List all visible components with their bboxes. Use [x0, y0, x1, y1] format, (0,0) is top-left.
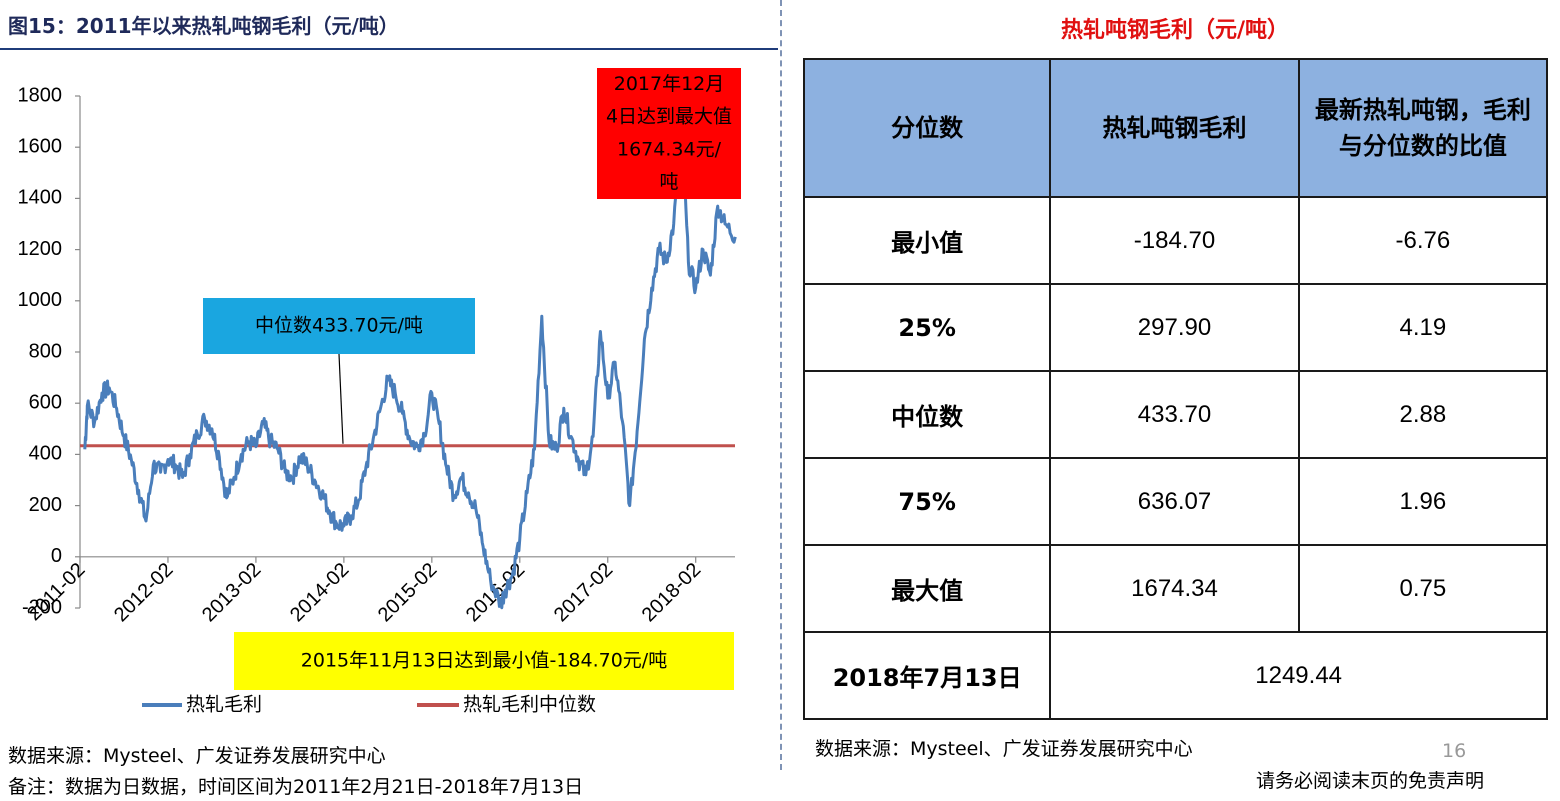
- median-annotation-bg: [203, 298, 475, 354]
- y-tick-label: 1600: [18, 135, 63, 157]
- table-row: 75% 636.07 1.96: [802, 457, 1549, 546]
- row-label: 最大值: [802, 544, 1052, 633]
- x-tick-label: 2015-02: [374, 559, 441, 626]
- x-tick-label: 2014-02: [286, 559, 353, 626]
- latest-date: 2018年7月13日: [802, 631, 1052, 720]
- max-annotation-text: 1674.34元/: [617, 138, 722, 160]
- max-annotation: 2017年12月 4日达到最大值 1674.34元/吨: [597, 68, 741, 199]
- x-axis: 2011-02 2012-02 2013-02 2014-02 2015-02 2016-…: [23, 556, 735, 626]
- legend: 热轧毛利 热轧毛利中位数: [142, 694, 596, 716]
- x-tick-label: 2013-02: [198, 559, 265, 626]
- y-axis: 1800 1600 1400 1200 1000 800 600 400 200 0 -200: [18, 84, 81, 618]
- left-note: 备注：数据为日数据，时间区间为2011年2月21日-2018年7月13日: [8, 776, 584, 798]
- row-ratio: 1.96: [1297, 457, 1549, 546]
- line-chart: 1800 1600 1400 1200 1000 800 600 400 200 0 -200 20…: [18, 68, 741, 716]
- row-label: 最小值: [802, 196, 1052, 285]
- header-ratio: 最新热轧吨钢，毛利与分位数的比值: [1297, 58, 1549, 198]
- table-row: 最大值 1674.34 0.75: [802, 544, 1549, 633]
- figure-title: 图15：2011年以来热轧吨钢毛利（元/吨）: [8, 14, 399, 38]
- row-margin: 1674.34: [1049, 544, 1300, 633]
- row-margin: 433.70: [1049, 370, 1300, 459]
- y-tick-label: 600: [29, 391, 62, 413]
- y-tick-label: 200: [29, 494, 62, 516]
- row-ratio: 2.88: [1297, 370, 1549, 459]
- quantile-table: 分位数 热轧吨钢毛利 最新热轧吨钢，毛利与分位数的比值 最小值 -184.70 …: [802, 58, 1549, 720]
- right-source: 数据来源：Mysteel、广发证券发展研究中心: [815, 738, 1193, 760]
- median-annotation-text: 中位数433.70元/吨: [255, 315, 423, 337]
- left-source: 数据来源：Mysteel、广发证券发展研究中心: [8, 745, 386, 767]
- min-annotation-bg: [234, 632, 734, 690]
- y-tick-label: 1200: [18, 238, 63, 260]
- table-row: 最小值 -184.70 -6.76: [802, 196, 1549, 285]
- row-ratio: 4.19: [1297, 283, 1549, 372]
- panel-divider: [780, 0, 782, 770]
- y-tick-label: 400: [29, 443, 62, 465]
- y-tick-label: 800: [29, 340, 62, 362]
- min-annotation: 2015年11月13日达到最小值-184.70元/吨: [234, 632, 734, 690]
- row-label: 中位数: [802, 370, 1052, 459]
- x-tick-label: 2017-02: [550, 559, 617, 626]
- legend-label-margin: 热轧毛利: [186, 694, 262, 716]
- y-tick-label: 1800: [18, 84, 63, 106]
- table-title: 热轧吨钢毛利（元/吨）: [1060, 18, 1290, 43]
- row-margin: 297.90: [1049, 283, 1300, 372]
- row-margin: -184.70: [1049, 196, 1300, 285]
- max-annotation-text: 2017年12月: [614, 73, 725, 95]
- table-row: 中位数 433.70 2.88: [802, 370, 1549, 459]
- y-tick-label: -200: [22, 596, 62, 618]
- row-ratio: -6.76: [1297, 196, 1549, 285]
- y-tick-label: 1000: [18, 289, 63, 311]
- header-margin: 热轧吨钢毛利: [1049, 58, 1300, 198]
- median-annotation: 中位数433.70元/吨: [203, 298, 475, 354]
- row-margin: 636.07: [1049, 457, 1300, 546]
- latest-margin: 1249.44: [1049, 631, 1548, 720]
- max-annotation-bg: [597, 68, 741, 199]
- row-ratio: 0.75: [1297, 544, 1549, 633]
- table-header-row: 分位数 热轧吨钢毛利 最新热轧吨钢，毛利与分位数的比值: [802, 58, 1549, 198]
- legend-label-median: 热轧毛利中位数: [463, 694, 596, 716]
- row-label: 25%: [802, 283, 1052, 372]
- max-annotation-text: 4日达到最大值: [606, 106, 732, 128]
- table-latest-row: 2018年7月13日 1249.44: [802, 631, 1548, 720]
- title-rule: [0, 48, 778, 50]
- y-tick-label: 1400: [18, 187, 63, 209]
- series-group: [80, 126, 737, 610]
- y-tick-label: 0: [51, 545, 62, 567]
- x-tick-label: 2012-02: [110, 559, 177, 626]
- max-annotation-text: 吨: [659, 171, 678, 193]
- header-quantile: 分位数: [802, 58, 1052, 198]
- row-label: 75%: [802, 457, 1052, 546]
- x-tick-label: 2018-02: [638, 559, 705, 626]
- page-number: 16: [1442, 740, 1467, 762]
- table-row: 25% 297.90 4.19: [802, 283, 1549, 372]
- series-line-hot-rolled-margin: [83, 126, 737, 610]
- min-annotation-text: 2015年11月13日达到最小值-184.70元/吨: [301, 650, 667, 672]
- disclaimer: 请务必阅读末页的免责声明: [1256, 770, 1485, 792]
- median-leader-line: [338, 353, 344, 444]
